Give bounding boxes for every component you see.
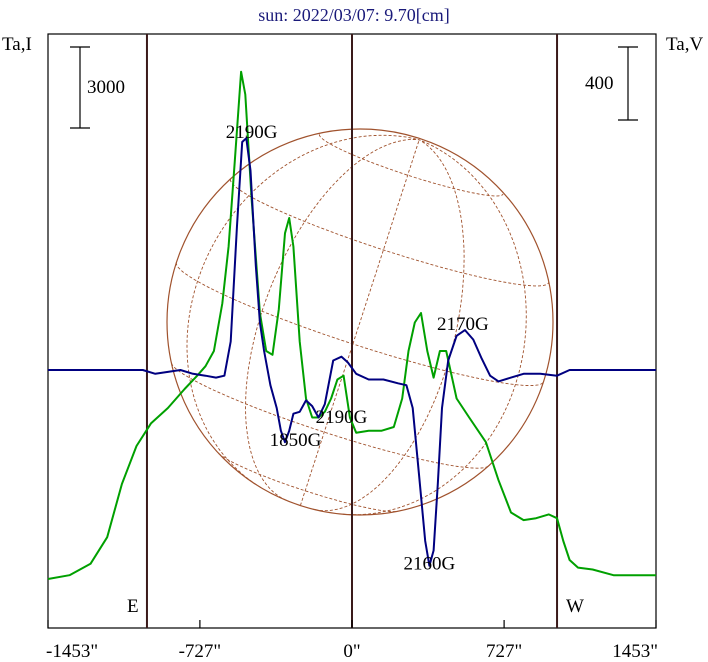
vertical-marker-lines — [145, 34, 559, 628]
x-tick-label: 727" — [486, 641, 522, 662]
x-tick-label: -1453" — [46, 641, 98, 662]
left-axis-label: Ta,I — [2, 34, 32, 55]
field-label: 1850G — [270, 430, 322, 451]
parallel-line — [230, 179, 550, 287]
intensity-curve — [47, 70, 656, 580]
parallel-line — [218, 453, 398, 513]
x-tick-label: -727" — [179, 641, 222, 662]
scan-curves — [47, 70, 656, 580]
east-limb-label: E — [127, 596, 139, 617]
right-scale-bar: 400 — [585, 46, 638, 121]
west-limb-label: W — [566, 596, 584, 617]
field-label: 2190G — [316, 407, 368, 428]
field-label: 2190G — [226, 122, 278, 143]
x-tick-label: 1453" — [612, 641, 658, 662]
parallel-line — [318, 134, 504, 197]
chart-title: sun: 2022/03/07: 9.70[cm] — [258, 5, 450, 25]
left-scale-value: 3000 — [87, 77, 125, 98]
x-axis-ticks: -1453" -727" 0" 727" 1453" — [46, 620, 658, 662]
field-label: 2160G — [404, 554, 456, 575]
right-axis-label: Ta,V — [666, 34, 703, 55]
left-scale-bar: 3000 — [70, 46, 125, 129]
meridian-line — [245, 139, 420, 501]
x-tick-label: 0" — [343, 641, 360, 662]
meridian-line — [299, 139, 420, 506]
polarization-curve — [48, 137, 656, 567]
field-label: 2170G — [437, 314, 489, 335]
meridian-line — [186, 134, 420, 488]
solar-disk-grid — [166, 128, 554, 516]
right-scale-value: 400 — [585, 73, 614, 94]
